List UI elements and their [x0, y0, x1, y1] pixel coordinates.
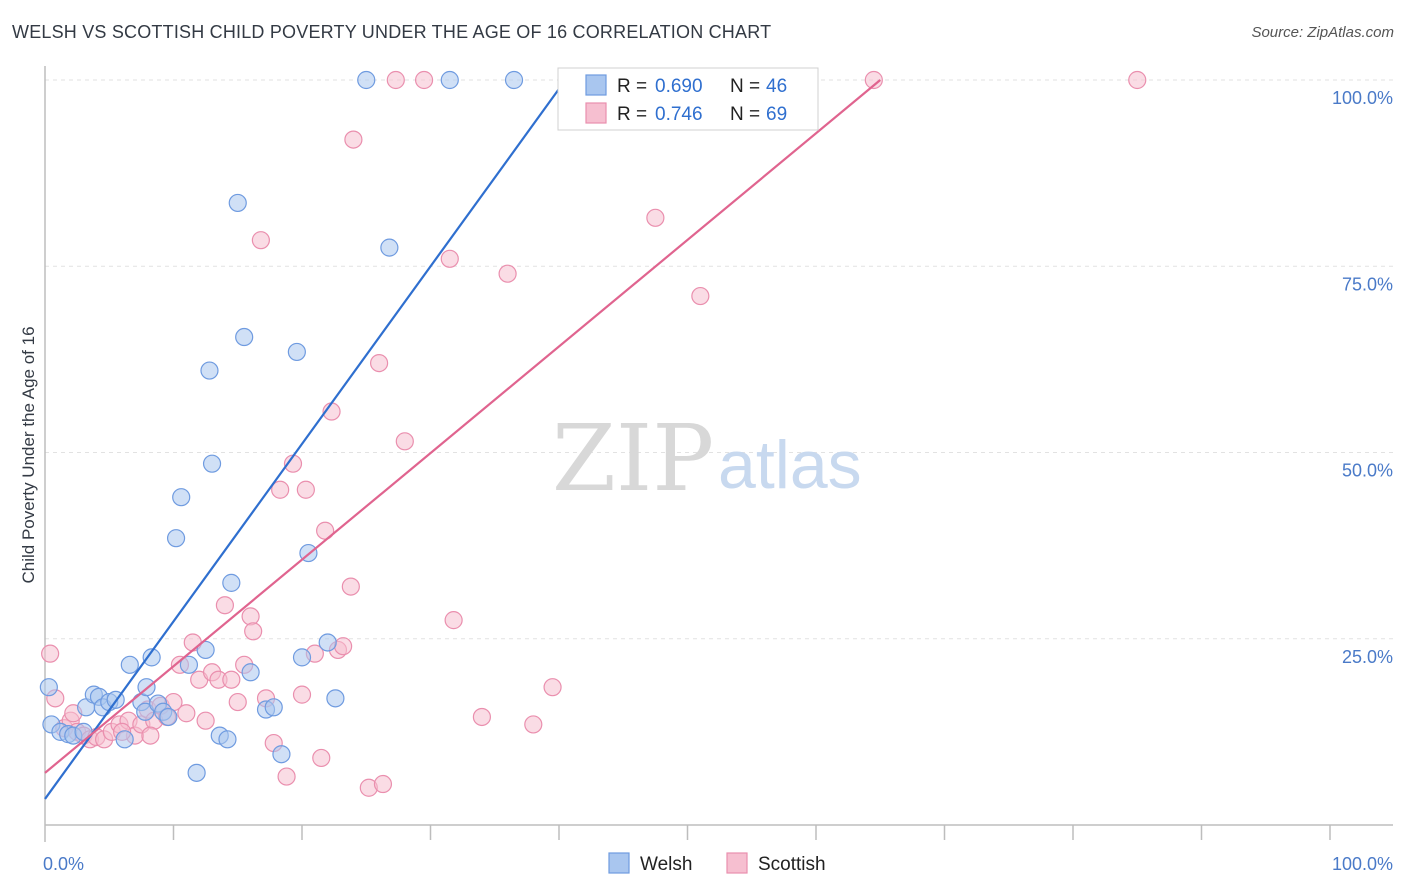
y-tick-label-50: 50.0% — [1342, 461, 1393, 481]
watermark-atlas: atlas — [718, 427, 862, 503]
scottish-trend-line — [44, 79, 881, 774]
scottish-point-31 — [244, 622, 263, 641]
welsh-point-13 — [120, 655, 139, 674]
scottish-point-46 — [341, 577, 360, 596]
scottish-point-56 — [472, 707, 491, 727]
scottish-point-52 — [395, 432, 414, 451]
scottish-point-35 — [271, 480, 290, 499]
welsh-point-32 — [235, 327, 254, 347]
x-tick-label-min: 0.0% — [43, 854, 84, 874]
scottish-r-value: 0.746 — [655, 104, 703, 125]
y-tick-label-25: 25.0% — [1342, 647, 1393, 667]
y-tick-label-75: 75.0% — [1342, 274, 1393, 294]
welsh-point-29 — [218, 730, 237, 749]
scottish-point-36 — [277, 767, 296, 786]
scottish-series-swatch — [726, 852, 748, 874]
welsh-point-26 — [200, 361, 219, 380]
scottish-point-60 — [646, 208, 665, 227]
scottish-point-65 — [1128, 70, 1147, 90]
chart-source: Source: ZipAtlas.com — [1251, 24, 1394, 41]
welsh-point-40 — [318, 633, 337, 652]
welsh-point-44 — [440, 70, 459, 90]
scottish-point-55 — [444, 611, 463, 630]
welsh-trend-line — [44, 79, 567, 800]
scottish-point-0 — [41, 644, 60, 663]
welsh-series-swatch — [608, 852, 630, 874]
welsh-point-27 — [202, 454, 222, 473]
scottish-point-61 — [691, 286, 710, 306]
series-legend: Welsh Scottish — [608, 852, 826, 875]
welsh-points — [39, 70, 524, 782]
scottish-point-27 — [222, 670, 241, 689]
x-tick-label-max: 100.0% — [1332, 854, 1393, 874]
scottish-n-value: 69 — [766, 104, 787, 125]
y-tick-label-100: 100.0% — [1332, 88, 1393, 108]
welsh-point-41 — [326, 689, 345, 708]
welsh-n-value: 46 — [766, 76, 787, 97]
scottish-point-58 — [524, 715, 543, 734]
welsh-r-value: 0.690 — [655, 76, 703, 97]
welsh-point-36 — [272, 745, 291, 764]
welsh-n-label: N = — [730, 76, 760, 97]
scottish-point-20 — [177, 704, 196, 723]
welsh-point-42 — [357, 70, 376, 90]
welsh-point-35 — [264, 698, 283, 717]
scottish-point-59 — [543, 678, 562, 697]
welsh-point-22 — [172, 488, 191, 507]
y-axis-label: Child Poverty Under the Age of 16 — [19, 326, 38, 583]
scottish-point-47 — [344, 130, 363, 149]
welsh-point-24 — [187, 763, 206, 782]
scottish-series-label: Scottish — [758, 854, 826, 875]
scottish-point-39 — [296, 480, 315, 499]
scottish-point-49 — [370, 354, 389, 373]
welsh-point-20 — [159, 707, 178, 727]
chart-title: WELSH VS SCOTTISH CHILD POVERTY UNDER TH… — [12, 22, 772, 42]
welsh-point-23 — [179, 655, 199, 674]
watermark-zip: ZIP — [552, 405, 714, 512]
welsh-point-33 — [241, 663, 260, 682]
welsh-point-43 — [380, 238, 399, 257]
scottish-point-51 — [386, 70, 405, 90]
scottish-point-28 — [228, 692, 247, 712]
scottish-point-32 — [251, 231, 270, 250]
scottish-point-64 — [864, 70, 883, 90]
grid — [45, 79, 1393, 640]
welsh-legend-swatch — [585, 74, 607, 96]
scottish-point-66 — [141, 726, 160, 745]
scottish-point-30 — [241, 607, 260, 626]
scottish-legend-swatch — [585, 102, 607, 124]
scottish-point-57 — [498, 264, 517, 283]
welsh-point-0 — [39, 678, 58, 697]
welsh-point-31 — [228, 193, 247, 213]
welsh-point-37 — [287, 342, 306, 362]
scottish-n-label: N = — [730, 104, 760, 125]
welsh-point-45 — [504, 70, 524, 90]
welsh-point-21 — [166, 529, 186, 548]
stats-legend: R = 0.690 N = 46 R = 0.746 N = 69 — [557, 67, 819, 131]
scottish-point-41 — [312, 748, 331, 768]
welsh-point-12 — [115, 730, 134, 749]
scottish-r-label: R = — [617, 104, 647, 125]
scottish-point-45 — [334, 637, 353, 656]
welsh-point-15 — [136, 702, 155, 721]
scottish-point-38 — [292, 685, 312, 704]
welsh-point-38 — [292, 648, 312, 667]
scottish-point-50 — [373, 774, 393, 794]
trend-lines — [44, 79, 881, 800]
y-tick-labels: 25.0% 50.0% 75.0% 100.0% — [1332, 88, 1393, 667]
scottish-point-54 — [440, 249, 459, 268]
welsh-r-label: R = — [617, 76, 647, 97]
welsh-point-30 — [222, 573, 241, 592]
scottish-point-26 — [215, 596, 234, 615]
welsh-point-25 — [196, 640, 215, 660]
welsh-series-label: Welsh — [640, 854, 692, 875]
x-ticks — [172, 825, 1331, 840]
welsh-point-17 — [142, 648, 161, 667]
scottish-point-23 — [196, 711, 215, 730]
scottish-point-53 — [414, 70, 434, 90]
